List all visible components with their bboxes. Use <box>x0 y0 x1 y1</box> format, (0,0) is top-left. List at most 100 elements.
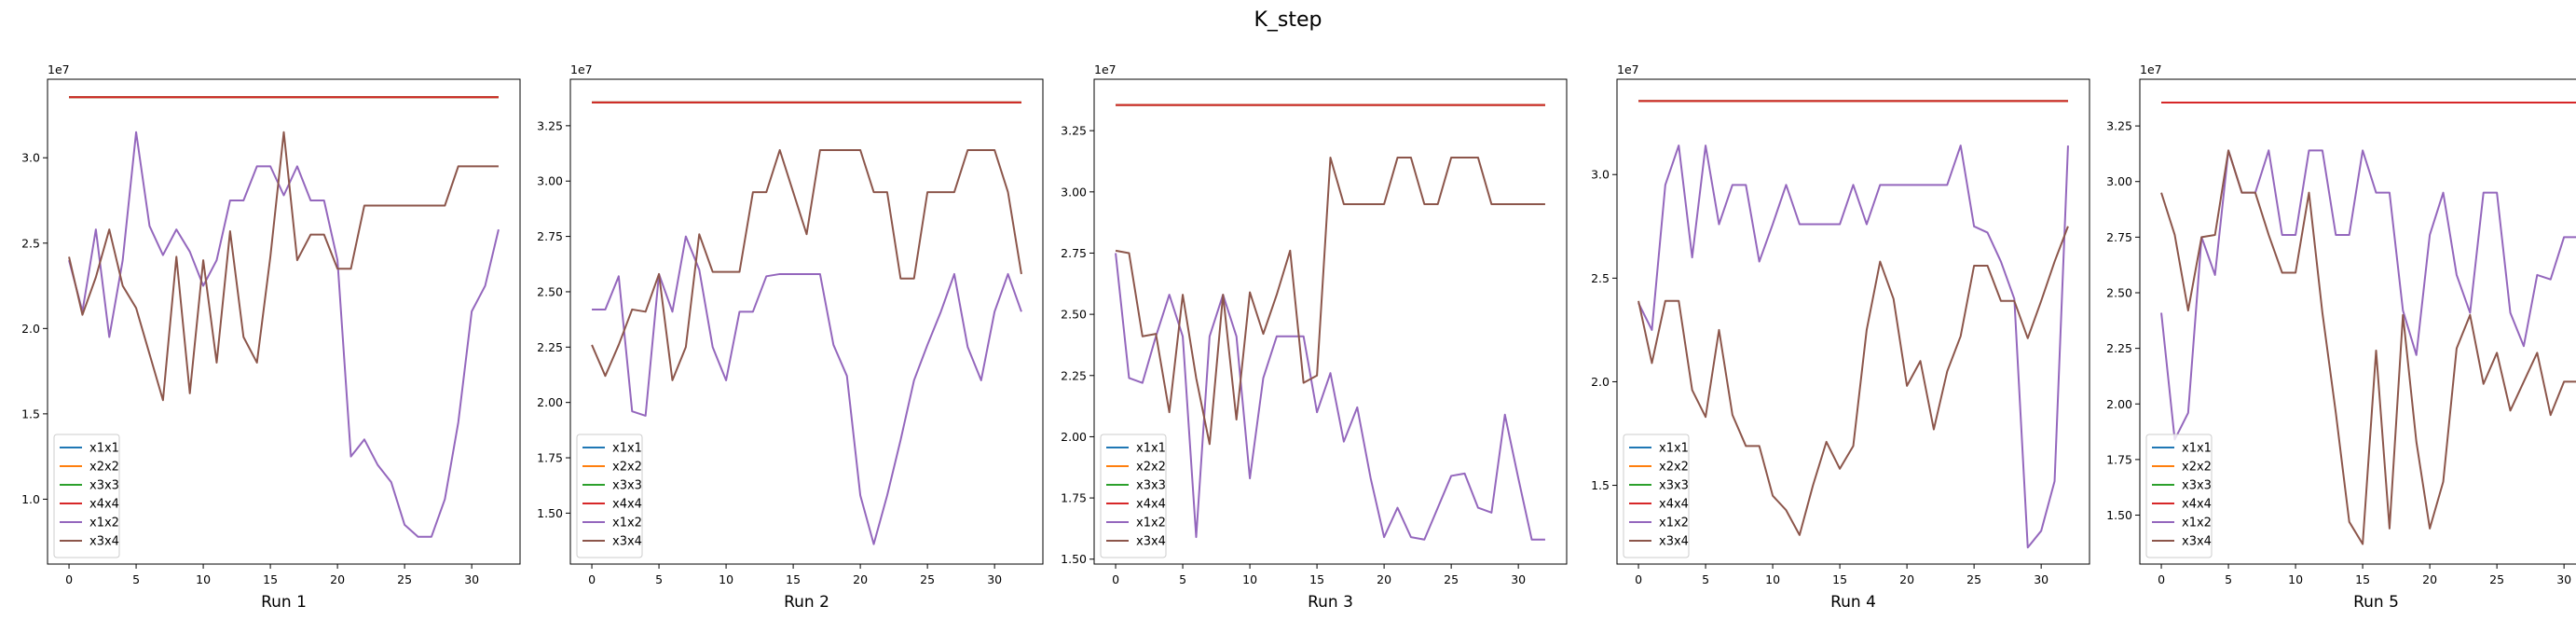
series-group <box>68 96 500 538</box>
legend-label: x2x2 <box>1659 461 1689 475</box>
y-tick-label: 3.25 <box>1061 124 1087 138</box>
legend-label: x3x4 <box>1136 535 1166 549</box>
y-tick-label: 2.00 <box>1061 430 1087 444</box>
legend-label: x4x4 <box>612 498 642 512</box>
axes-frame <box>569 78 1044 565</box>
x-tick-label: 25 <box>397 572 412 586</box>
x-tick-label: 15 <box>263 572 278 586</box>
series-group <box>1637 100 2069 549</box>
axes-frame <box>1616 78 2090 565</box>
legend-label: x1x1 <box>1136 442 1166 456</box>
subplot-run-3: 0 5 10 15 20 25 30 1.50 1.75 2.00 2.25 2.50 2.75 3.00… <box>1061 62 1568 612</box>
axes-frame <box>1093 78 1568 565</box>
y-tick-label: 2.5 <box>1591 271 1610 285</box>
x-axis-label: Run 3 <box>1308 593 1353 612</box>
legend-label: x4x4 <box>2182 498 2212 512</box>
legend-label: x3x4 <box>1659 535 1689 549</box>
axes-frame <box>2139 78 2576 565</box>
y-tick-label: 1.5 <box>1591 478 1610 492</box>
legend-label: x1x1 <box>89 442 119 456</box>
series-line-x1x2 <box>2160 149 2576 441</box>
legend-label: x1x2 <box>612 517 642 530</box>
x-tick-label: 25 <box>2489 572 2504 586</box>
y-tick-label: 2.50 <box>2106 285 2132 299</box>
x-axis-label: Run 4 <box>1830 593 1876 612</box>
y-tick-label: 2.00 <box>537 395 563 409</box>
x-tick-label: 25 <box>1966 572 1981 586</box>
legend-label: x2x2 <box>612 461 642 475</box>
series-group <box>2160 102 2576 545</box>
x-tick-label: 5 <box>132 572 140 586</box>
y-tick-label: 1.50 <box>1061 552 1087 566</box>
series-line-x1x2 <box>592 235 1022 545</box>
series-group <box>591 101 1022 545</box>
x-tick-label: 0 <box>2158 572 2165 586</box>
legend-label: x1x2 <box>2182 517 2212 530</box>
y-tick-label: 1.75 <box>1061 491 1087 505</box>
y-tick-label: 1.0 <box>21 492 40 506</box>
x-tick-label: 10 <box>196 572 211 586</box>
x-tick-label: 30 <box>987 572 1002 586</box>
x-tick-label: 25 <box>920 572 935 586</box>
series-line-x3x4 <box>591 148 1022 381</box>
x-tick-label: 5 <box>1179 572 1186 586</box>
y-offset-text: 1e7 <box>48 62 70 76</box>
x-tick-label: 5 <box>2225 572 2232 586</box>
y-tick-label: 1.5 <box>21 406 40 420</box>
x-tick-label: 0 <box>65 572 73 586</box>
figure-title: K_step <box>1254 8 1322 32</box>
legend-label: x3x3 <box>2182 479 2212 493</box>
y-tick-label: 2.75 <box>1061 246 1087 260</box>
y-tick-label: 2.25 <box>1061 368 1087 382</box>
series-group <box>1115 103 1545 541</box>
x-tick-label: 10 <box>1765 572 1780 586</box>
y-tick-label: 2.25 <box>537 340 563 354</box>
legend-label: x3x3 <box>612 479 642 493</box>
legend-label: x4x4 <box>1659 498 1689 512</box>
series-line-x1x2 <box>1637 145 2069 549</box>
legend: x1x1 x2x2 x3x3 x4x4 x1x2 x3x4 <box>53 434 120 558</box>
x-tick-label: 20 <box>1377 572 1391 586</box>
x-tick-label: 0 <box>1112 572 1119 586</box>
series-line-x3x4 <box>2160 149 2576 545</box>
legend-label: x1x1 <box>2182 442 2212 456</box>
legend: x1x1 x2x2 x3x3 x4x4 x1x2 x3x4 <box>2145 434 2213 558</box>
y-tick-label: 2.25 <box>2106 341 2132 355</box>
legend-label: x3x4 <box>89 535 119 549</box>
x-tick-label: 15 <box>1832 572 1847 586</box>
x-tick-label: 0 <box>1635 572 1642 586</box>
subplot-run-5: 0 5 10 15 20 25 30 1.50 1.75 2.00 2.25 2.50 2.75 3.00… <box>2106 62 2576 612</box>
y-tick-label: 3.00 <box>1061 185 1087 199</box>
x-axis-label: Run 5 <box>2353 593 2399 612</box>
x-axis-label: Run 2 <box>784 593 829 612</box>
x-tick-label: 30 <box>2034 572 2048 586</box>
y-tick-label: 3.25 <box>537 118 563 132</box>
y-tick-label: 2.50 <box>1061 308 1087 322</box>
x-tick-label: 30 <box>464 572 479 586</box>
legend: x1x1 x2x2 x3x3 x4x4 x1x2 x3x4 <box>576 434 643 558</box>
y-tick-label: 1.50 <box>2106 508 2132 522</box>
x-tick-label: 10 <box>719 572 733 586</box>
series-line-x3x4 <box>1637 226 2069 536</box>
x-tick-label: 15 <box>2355 572 2370 586</box>
x-tick-label: 10 <box>1242 572 1257 586</box>
legend-label: x2x2 <box>1136 461 1166 475</box>
y-tick-label: 2.0 <box>21 322 40 336</box>
x-axis-label: Run 1 <box>261 593 307 612</box>
y-tick-label: 1.75 <box>2106 452 2132 466</box>
y-tick-label: 3.0 <box>21 151 40 165</box>
legend-label: x3x3 <box>1136 479 1166 493</box>
y-tick-label: 2.5 <box>21 236 40 250</box>
x-tick-label: 0 <box>588 572 596 586</box>
legend-label: x1x1 <box>612 442 642 456</box>
x-tick-label: 20 <box>330 572 345 586</box>
y-tick-label: 2.50 <box>537 284 563 298</box>
y-tick-label: 2.00 <box>2106 397 2132 411</box>
y-tick-label: 2.75 <box>2106 230 2132 244</box>
x-tick-label: 5 <box>1702 572 1709 586</box>
legend-label: x4x4 <box>89 498 119 512</box>
legend: x1x1 x2x2 x3x3 x4x4 x1x2 x3x4 <box>1623 434 1690 558</box>
y-tick-label: 3.00 <box>2106 174 2132 188</box>
x-tick-label: 20 <box>1899 572 1914 586</box>
